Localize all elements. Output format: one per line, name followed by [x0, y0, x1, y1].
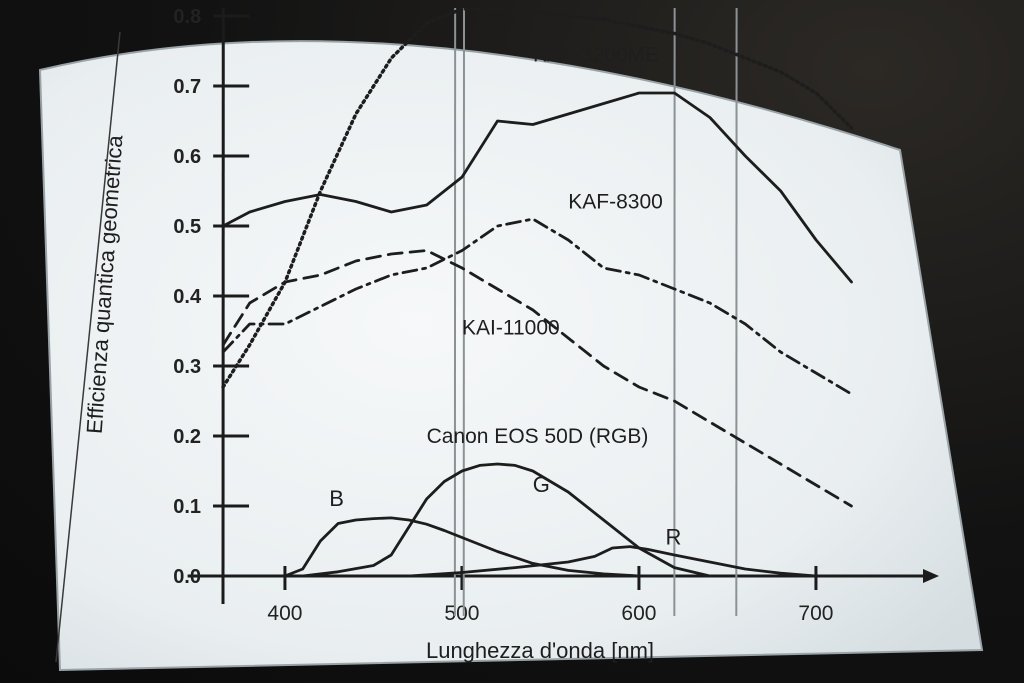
- projection-screen: [38, 40, 984, 672]
- y-tick-label: 0.6: [173, 146, 201, 168]
- x-tick-label: 700: [798, 602, 833, 625]
- y-tick-label: 0.5: [173, 216, 201, 238]
- series-line-r: [407, 545, 818, 578]
- x-tick-label: 400: [267, 602, 302, 625]
- annotation-label: KAF-8300: [568, 191, 663, 214]
- annotation-label: R: [666, 525, 682, 550]
- y-tick-label: 0.4: [173, 286, 202, 308]
- series-line-retro-illuminato: [221, 7, 854, 389]
- annotation-label: G: [533, 472, 550, 497]
- y-tick-label: 0.8: [173, 6, 201, 28]
- annotation-label: KAF-3200ME: [533, 44, 659, 67]
- series-line-b: [283, 516, 641, 578]
- x-axis-arrow: [923, 569, 939, 583]
- annotation-label: KAI-11000: [462, 317, 560, 340]
- annotation-label: Canon EOS 50D (RGB): [427, 425, 649, 448]
- slide-left-border: [55, 31, 121, 663]
- x-tick-label: 500: [444, 602, 479, 625]
- y-tick-label: 0.3: [173, 356, 201, 378]
- series-line-kaf-8300: [221, 217, 853, 396]
- x-tick-label: 600: [621, 602, 656, 625]
- y-tick-label: 0.2: [173, 426, 201, 448]
- y-tick-label: 0.0: [173, 566, 201, 588]
- series-line-kaf-3200me: [221, 91, 853, 284]
- y-tick-label: 0.1: [173, 496, 201, 518]
- y-tick-label: 0.7: [173, 76, 201, 98]
- series-line-g: [301, 462, 712, 578]
- x-axis-label: Lunghezza d'onda [nm]: [426, 638, 654, 663]
- annotation-label: B: [329, 486, 344, 511]
- series-line-kai-11000: [221, 249, 853, 508]
